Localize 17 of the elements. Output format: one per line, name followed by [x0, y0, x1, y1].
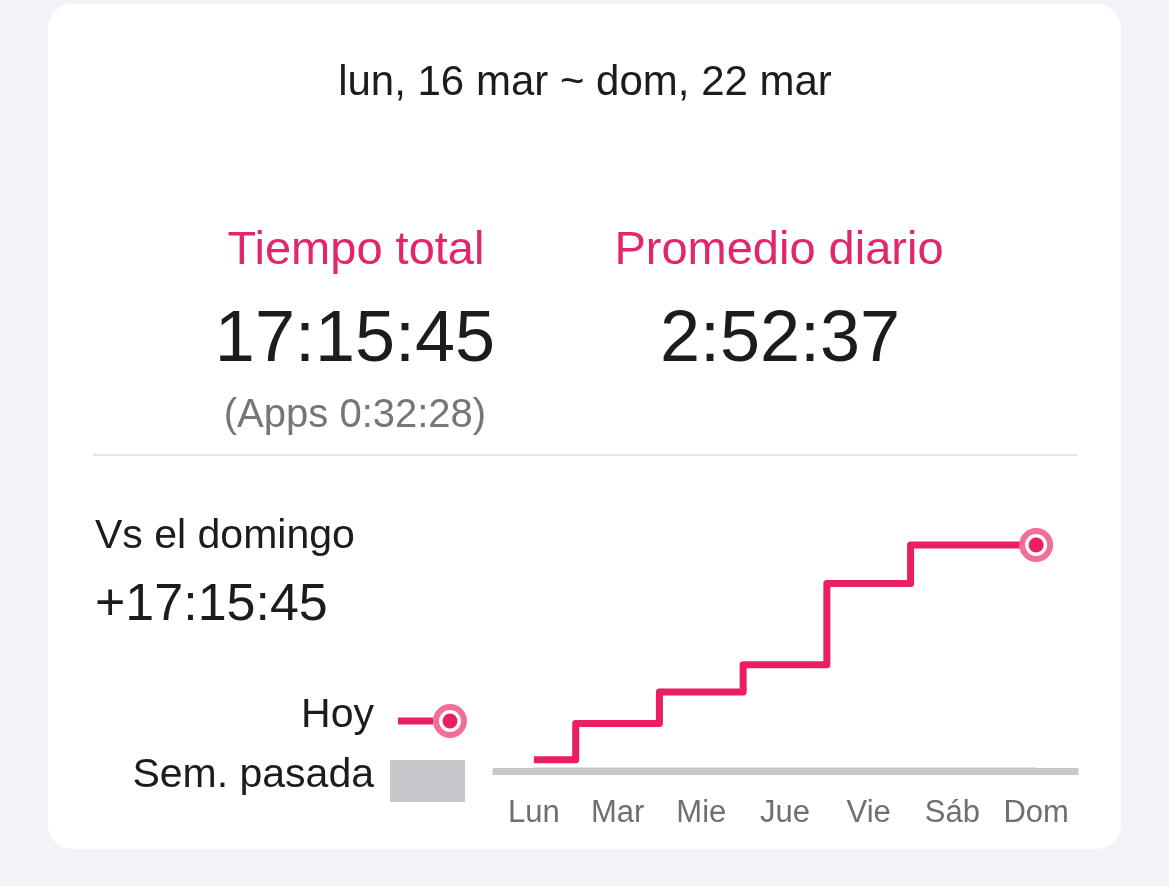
x-tick-label: Mie — [676, 794, 727, 830]
text: Tiempo total — [227, 221, 485, 274]
text: 17:15:45 — [214, 296, 496, 376]
x-tick-label: Lun — [507, 794, 560, 830]
text: +17:15:45 — [95, 573, 328, 631]
chart-title: lun, 16 mar ~ dom, 22 mar — [338, 57, 832, 104]
x-tick-label: Mar — [590, 794, 645, 830]
text: Vs el domingo — [95, 511, 355, 557]
text: (Apps 0:32:28) — [223, 391, 487, 435]
legend-label: Hoy — [301, 690, 375, 736]
legend-label: Sem. pasada — [132, 750, 375, 796]
x-tick-label: Sáb — [924, 794, 981, 830]
x-tick-label: Vie — [846, 794, 891, 830]
text: Promedio diario — [614, 221, 944, 274]
x-tick-label: Jue — [760, 794, 810, 830]
x-tick-label: Dom — [1003, 794, 1069, 830]
text: 2:52:37 — [659, 296, 901, 376]
